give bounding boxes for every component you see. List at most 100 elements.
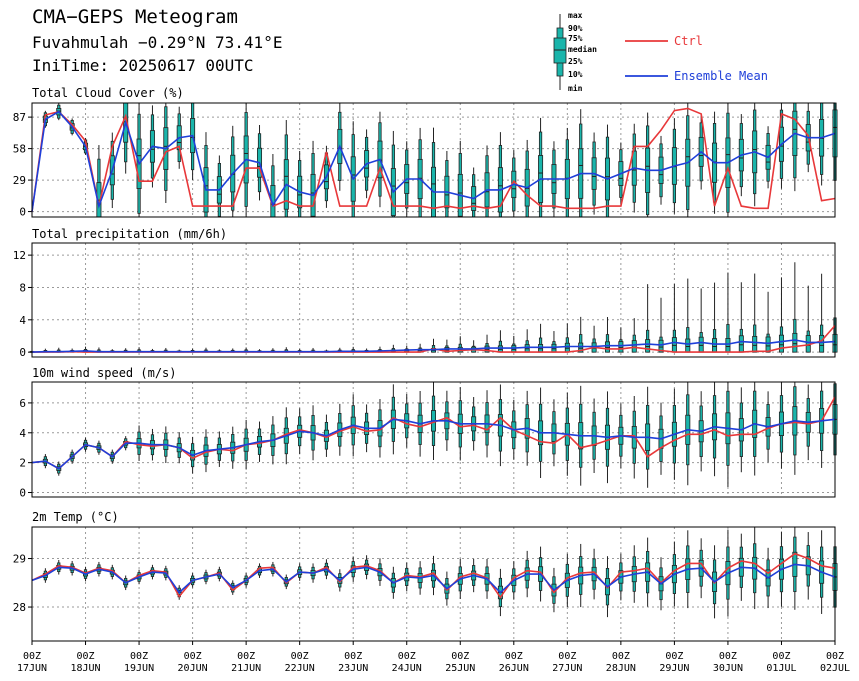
ensemble-box bbox=[538, 117, 544, 218]
y-tick-label: 0 bbox=[19, 206, 26, 219]
y-tick-label: 28 bbox=[13, 601, 26, 614]
ensemble-box bbox=[430, 127, 436, 218]
meteogram-title: CMA−GEPS Meteogram bbox=[32, 6, 238, 28]
x-tick-label-date: 01JUL bbox=[766, 663, 796, 674]
x-tick-label-date: 20JUN bbox=[178, 663, 208, 674]
ensemble-box bbox=[712, 282, 718, 353]
legend-mean-label: Ensemble Mean bbox=[674, 69, 768, 83]
ensemble-box bbox=[819, 273, 825, 353]
box-inner bbox=[698, 336, 704, 353]
ensemble-box bbox=[752, 382, 758, 476]
x-tick-label-date: 25JUN bbox=[445, 663, 475, 674]
box-inner bbox=[819, 334, 825, 353]
x-tick-label-date: 24JUN bbox=[392, 663, 422, 674]
x-tick-label-time: 00Z bbox=[398, 651, 416, 662]
x-tick-label-date: 02JUL bbox=[820, 663, 850, 674]
x-tick-label-time: 00Z bbox=[344, 651, 362, 662]
ensemble-mean-line bbox=[31, 418, 836, 470]
ensemble-box bbox=[685, 103, 691, 217]
ensemble-box bbox=[404, 345, 410, 353]
ctrl-line bbox=[31, 552, 836, 599]
ensemble-box bbox=[123, 102, 129, 174]
ensemble-box bbox=[524, 139, 530, 218]
x-tick-label-date: 17JUN bbox=[17, 663, 47, 674]
ensemble-box bbox=[270, 153, 276, 218]
ensemble-box bbox=[297, 150, 303, 218]
box-inner bbox=[551, 343, 557, 353]
panel-title-3: 2m Temp (°C) bbox=[32, 510, 119, 524]
station-location: Fuvahmulah −0.29°N 73.41°E bbox=[32, 33, 283, 52]
y-tick-label: 58 bbox=[13, 143, 26, 156]
ensemble-box bbox=[725, 272, 731, 353]
y-tick-label: 4 bbox=[19, 427, 26, 440]
panel-frame bbox=[31, 242, 836, 358]
ensemble-box bbox=[350, 121, 356, 218]
box-inner bbox=[765, 336, 771, 353]
x-tick-label-time: 00Z bbox=[130, 651, 148, 662]
box-inner bbox=[604, 341, 610, 353]
init-time: IniTime: 20250617 00UTC bbox=[32, 56, 254, 75]
legend-box-label: median bbox=[568, 44, 597, 54]
box-inner bbox=[712, 338, 718, 353]
ensemble-box bbox=[752, 273, 758, 353]
x-tick-label-date: 29JUN bbox=[659, 663, 689, 674]
x-tick-label-time: 00Z bbox=[772, 651, 790, 662]
panel-frame bbox=[31, 102, 836, 218]
x-tick-label-time: 00Z bbox=[826, 651, 844, 662]
x-tick-label-time: 00Z bbox=[451, 651, 469, 662]
ctrl-line bbox=[31, 107, 836, 212]
panel-title-1: Total precipitation (mm/6h) bbox=[32, 227, 227, 241]
ensemble-box bbox=[778, 277, 784, 353]
x-tick-label-date: 23JUN bbox=[338, 663, 368, 674]
ensemble-box bbox=[631, 318, 637, 353]
x-tick-label-time: 00Z bbox=[558, 651, 576, 662]
x-tick-label-date: 18JUN bbox=[70, 663, 100, 674]
ensemble-box bbox=[551, 331, 557, 353]
legend-box-label: min bbox=[568, 83, 583, 93]
x-tick-label-date: 26JUN bbox=[499, 663, 529, 674]
panel-frame bbox=[31, 381, 836, 498]
legend-box-label: 10% bbox=[568, 70, 583, 79]
y-tick-label: 0 bbox=[19, 346, 26, 359]
ensemble-box bbox=[685, 278, 691, 353]
x-tick-label-time: 00Z bbox=[719, 651, 737, 662]
y-tick-label: 4 bbox=[19, 314, 26, 327]
ensemble-box bbox=[457, 140, 463, 218]
ensemble-box bbox=[778, 382, 784, 469]
ensemble-box bbox=[792, 102, 798, 192]
box-inner bbox=[792, 332, 798, 353]
x-tick-label-time: 00Z bbox=[23, 651, 41, 662]
legend-box-label: max bbox=[568, 11, 583, 20]
ensemble-box bbox=[604, 317, 610, 353]
ensemble-box bbox=[471, 167, 477, 218]
ensemble-box bbox=[564, 323, 570, 353]
box-inner bbox=[631, 340, 637, 353]
x-tick-label-time: 00Z bbox=[77, 651, 95, 662]
ensemble-mean-line bbox=[31, 563, 836, 594]
x-tick-label-date: 30JUN bbox=[713, 663, 743, 674]
box-inner bbox=[658, 339, 664, 353]
ensemble-box bbox=[524, 329, 530, 353]
panel-title-0: Total Cloud Cover (%) bbox=[32, 86, 184, 100]
ensemble-mean-line bbox=[31, 339, 836, 353]
legend-box-label: 90% bbox=[568, 24, 583, 33]
box-inner bbox=[685, 338, 691, 353]
box-inner bbox=[738, 335, 744, 353]
box-inner bbox=[752, 335, 758, 353]
ensemble-box bbox=[203, 132, 209, 218]
ensemble-box bbox=[819, 102, 825, 186]
y-tick-label: 29 bbox=[13, 553, 26, 566]
ensemble-box bbox=[578, 109, 584, 218]
x-tick-label-time: 00Z bbox=[291, 651, 309, 662]
ensemble-box bbox=[792, 262, 798, 353]
ensemble-box bbox=[484, 145, 490, 218]
box-inner bbox=[578, 342, 584, 353]
x-tick-label-date: 19JUN bbox=[124, 663, 154, 674]
y-tick-label: 12 bbox=[13, 249, 26, 262]
ensemble-box bbox=[645, 284, 651, 353]
box-inner bbox=[645, 339, 651, 353]
ensemble-box bbox=[417, 343, 423, 353]
ensemble-box bbox=[216, 155, 222, 217]
x-tick-label-date: 21JUN bbox=[231, 663, 261, 674]
